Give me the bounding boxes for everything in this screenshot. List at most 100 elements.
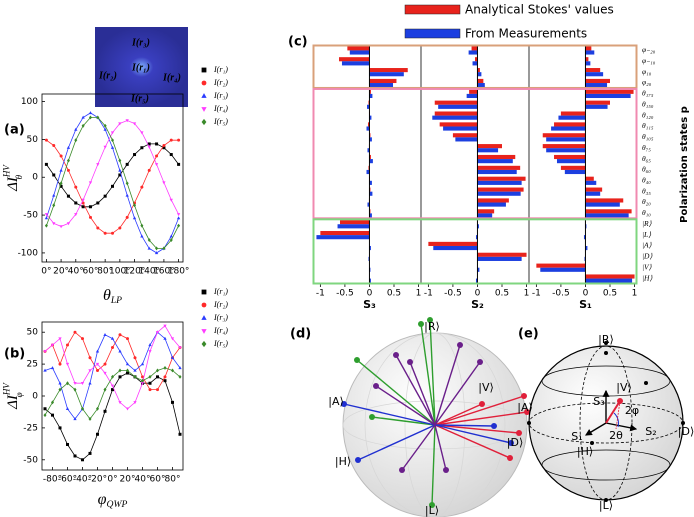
x-tick-label: 1 — [416, 289, 422, 299]
legend-swatch — [404, 4, 461, 15]
bar — [585, 72, 604, 77]
sphere-label: |V⟩ — [478, 381, 494, 394]
x-tick-label: -1 — [316, 289, 325, 299]
bar — [434, 100, 478, 105]
point — [169, 198, 173, 202]
point — [163, 324, 167, 328]
y-axis-label-base: ΔI — [5, 394, 21, 410]
bar — [585, 278, 633, 283]
point — [66, 442, 69, 446]
state-point — [399, 467, 405, 473]
point — [96, 226, 100, 230]
bar — [475, 57, 478, 62]
point — [162, 181, 166, 185]
panel-label: (c) — [288, 35, 308, 50]
x-axis-label-sub: QWP — [107, 499, 128, 510]
point — [65, 362, 70, 366]
point — [52, 143, 56, 147]
bar — [367, 104, 370, 109]
point — [52, 203, 56, 208]
point — [163, 336, 167, 340]
bar — [369, 89, 371, 94]
category-label: φ₂₀ — [642, 78, 652, 87]
legend-label: I(r₃) — [213, 91, 228, 100]
y-tick-label: 50 — [27, 135, 39, 145]
bar — [585, 68, 601, 73]
state-point — [369, 414, 375, 420]
state-vector — [409, 361, 436, 426]
point — [125, 193, 129, 197]
point — [81, 123, 85, 128]
point — [132, 122, 137, 126]
point — [155, 246, 159, 251]
state-vector — [605, 400, 621, 424]
bar — [477, 148, 499, 153]
point — [140, 234, 144, 238]
bar — [428, 241, 478, 246]
bar — [477, 165, 521, 170]
x-tick-label: -80° — [43, 475, 62, 485]
point — [51, 400, 54, 405]
bar — [540, 267, 586, 272]
x-tick-label: -60° — [58, 475, 77, 485]
state-point — [491, 423, 497, 429]
point — [88, 356, 92, 360]
y-tick-label: -50 — [23, 455, 38, 465]
bar — [477, 68, 480, 73]
bar — [585, 245, 588, 251]
point — [201, 302, 207, 308]
point — [140, 223, 144, 228]
x-tick-label: 80° — [97, 267, 113, 277]
point — [81, 201, 85, 205]
point — [156, 388, 159, 392]
point — [59, 225, 63, 229]
sphere-label: S₃ — [593, 395, 604, 408]
y-axis-label-sub: φ — [14, 392, 24, 397]
category-label: θ₁₀ — [642, 208, 651, 217]
point — [96, 406, 99, 411]
point — [58, 387, 62, 392]
state-vector — [395, 354, 436, 426]
point — [103, 371, 107, 375]
point — [141, 378, 144, 383]
bar — [585, 83, 608, 88]
point — [155, 154, 159, 158]
group-box — [312, 87, 638, 220]
point — [156, 368, 159, 373]
point — [73, 454, 77, 458]
inset-label: I(r₁) — [131, 62, 150, 73]
bar — [477, 252, 527, 257]
x-tick-label: 20° — [120, 475, 136, 485]
plot-frame — [41, 93, 184, 263]
point — [50, 366, 55, 370]
bar — [546, 148, 586, 153]
bar — [432, 115, 478, 120]
category-label: θ₆₅ — [642, 154, 651, 163]
point — [52, 193, 56, 197]
bar — [366, 126, 370, 131]
category-label: φ₋₂₀ — [642, 45, 656, 54]
bar — [554, 154, 586, 160]
point — [201, 289, 207, 295]
y-tick-label: 50 — [27, 328, 39, 338]
x-tick-label: 0.5 — [387, 289, 401, 299]
point — [96, 163, 100, 167]
point — [156, 375, 159, 379]
x-axis-label: S₁ — [579, 298, 592, 311]
point — [111, 374, 114, 379]
point — [88, 205, 92, 209]
point — [118, 122, 122, 126]
bar — [554, 122, 586, 127]
pole-dot — [604, 341, 608, 345]
state-point — [354, 357, 360, 363]
legend-label: Analytical Stokes' values — [465, 3, 614, 17]
sphere-label: |R⟩ — [424, 320, 440, 333]
bar — [564, 169, 586, 175]
bar — [585, 46, 592, 51]
bar — [477, 213, 493, 218]
pole-dot — [590, 441, 594, 445]
bar — [585, 180, 597, 185]
x-tick-label: 40° — [135, 475, 151, 485]
point — [110, 336, 115, 340]
state-point — [457, 342, 463, 348]
